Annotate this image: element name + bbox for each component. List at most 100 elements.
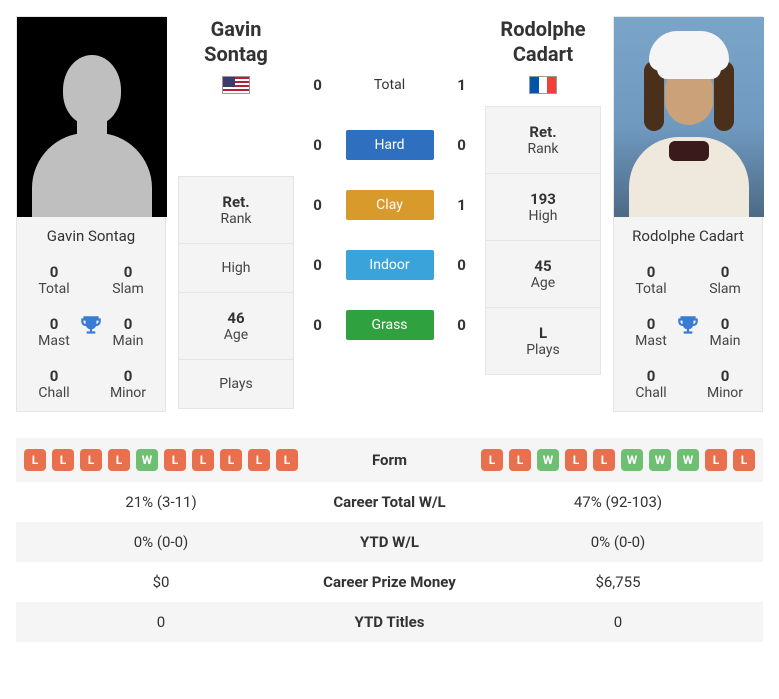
- p1-minor: 0Minor: [91, 359, 165, 411]
- form-loss-badge[interactable]: L: [108, 449, 130, 471]
- trophy-icon: [675, 313, 701, 339]
- p1-rank: Ret.Rank: [179, 177, 293, 243]
- form-loss-badge[interactable]: L: [192, 449, 214, 471]
- silhouette-placeholder: [32, 37, 152, 217]
- stats-p1-value: LLLLWLLLLL: [16, 438, 306, 482]
- h2h-row-grass: 0 Grass 0: [306, 310, 473, 340]
- p2-slam: 0Slam: [688, 255, 762, 307]
- stats-row: $0Career Prize Money$6,755: [16, 562, 763, 602]
- p1-slam: 0Slam: [91, 255, 165, 307]
- player2-photo-placeholder: [614, 17, 764, 217]
- h2h-p2-score: 0: [452, 316, 472, 334]
- player2-heading[interactable]: Rodolphe Cadart: [485, 16, 601, 68]
- stats-row: LLLLWLLLLLFormLLWLLWWWLL: [16, 438, 763, 482]
- stats-p2-value: 0% (0-0): [473, 522, 763, 562]
- p1-chall: 0Chall: [17, 359, 91, 411]
- stats-p2-value: 47% (92-103): [473, 482, 763, 522]
- surface-badge-hard[interactable]: Hard: [346, 130, 434, 160]
- p2-plays: LPlays: [486, 307, 600, 374]
- form-loss-badge[interactable]: L: [565, 449, 587, 471]
- player2-titles-grid: 0Total 0Slam 0Mast 0Main 0Chall 0Minor: [614, 255, 762, 411]
- stats-p1-value: $0: [16, 562, 306, 602]
- stats-label: YTD W/L: [306, 522, 473, 562]
- flag-fr-icon: [529, 76, 557, 94]
- player1-photo: [17, 17, 167, 217]
- surface-badge-clay[interactable]: Clay: [346, 190, 434, 220]
- player2-meta: Rodolphe Cadart Ret.Rank 193High 45Age L…: [485, 16, 601, 375]
- form-loss-badge[interactable]: L: [733, 449, 755, 471]
- stats-row: 0YTD Titles0: [16, 602, 763, 642]
- stats-p1-value: 0% (0-0): [16, 522, 306, 562]
- stats-label: Form: [306, 438, 473, 482]
- comparison-header: Gavin Sontag 0Total 0Slam 0Mast 0Main 0C…: [16, 16, 763, 412]
- form-loss-badge[interactable]: L: [248, 449, 270, 471]
- form-strip-p2: LLWLLWWWLL: [481, 449, 755, 471]
- h2h-row-clay: 0 Clay 1: [306, 190, 473, 220]
- form-loss-badge[interactable]: L: [509, 449, 531, 471]
- stats-p1-value: 21% (3-11): [16, 482, 306, 522]
- flag-us-icon: [222, 76, 250, 94]
- h2h-p2-score: 0: [452, 256, 472, 274]
- h2h-p1-score: 0: [308, 196, 328, 214]
- form-loss-badge[interactable]: L: [220, 449, 242, 471]
- player1-meta-stack: Ret.Rank High 46Age Plays: [178, 176, 294, 409]
- surface-badge-grass[interactable]: Grass: [346, 310, 434, 340]
- stats-row: 21% (3-11)Career Total W/L47% (92-103): [16, 482, 763, 522]
- p1-age: 46Age: [179, 292, 293, 359]
- stats-p2-value: 0: [473, 602, 763, 642]
- form-strip-p1: LLLLWLLLLL: [24, 449, 298, 471]
- stats-label: Career Prize Money: [306, 562, 473, 602]
- player2-name[interactable]: Rodolphe Cadart: [614, 217, 762, 255]
- p1-high: High: [179, 243, 293, 292]
- h2h-p1-score: 0: [308, 76, 328, 94]
- stats-p2-value: $6,755: [473, 562, 763, 602]
- stats-row: 0% (0-0)YTD W/L0% (0-0): [16, 522, 763, 562]
- player1-card: Gavin Sontag 0Total 0Slam 0Mast 0Main 0C…: [16, 16, 166, 412]
- p2-rank: Ret.Rank: [486, 107, 600, 173]
- form-win-badge[interactable]: W: [136, 449, 158, 471]
- form-win-badge[interactable]: W: [677, 449, 699, 471]
- form-win-badge[interactable]: W: [649, 449, 671, 471]
- form-win-badge[interactable]: W: [537, 449, 559, 471]
- p2-age: 45Age: [486, 240, 600, 307]
- player1-meta: Gavin Sontag Ret.Rank High 46Age Plays: [178, 16, 294, 409]
- h2h-p2-score: 0: [452, 136, 472, 154]
- form-loss-badge[interactable]: L: [164, 449, 186, 471]
- form-win-badge[interactable]: W: [621, 449, 643, 471]
- h2h-row-hard: 0 Hard 0: [306, 130, 473, 160]
- form-loss-badge[interactable]: L: [80, 449, 102, 471]
- h2h-row-indoor: 0 Indoor 0: [306, 250, 473, 280]
- h2h-p2-score: 1: [452, 196, 472, 214]
- stats-label: YTD Titles: [306, 602, 473, 642]
- player2-meta-stack: Ret.Rank 193High 45Age LPlays: [485, 106, 601, 375]
- player1-name[interactable]: Gavin Sontag: [17, 217, 165, 255]
- form-loss-badge[interactable]: L: [481, 449, 503, 471]
- form-loss-badge[interactable]: L: [24, 449, 46, 471]
- h2h-p1-score: 0: [308, 316, 328, 334]
- player2-card: Rodolphe Cadart 0Total 0Slam 0Mast 0Main…: [613, 16, 763, 412]
- player2-photo: [614, 17, 764, 217]
- form-loss-badge[interactable]: L: [52, 449, 74, 471]
- h2h-p2-score: 1: [452, 76, 472, 94]
- p2-total: 0Total: [614, 255, 688, 307]
- p2-high: 193High: [486, 173, 600, 240]
- form-loss-badge[interactable]: L: [276, 449, 298, 471]
- trophy-icon: [78, 313, 104, 339]
- player1-heading[interactable]: Gavin Sontag: [178, 16, 294, 68]
- comparison-stats-table: LLLLWLLLLLFormLLWLLWWWLL21% (3-11)Career…: [16, 438, 763, 642]
- h2h-p1-score: 0: [308, 256, 328, 274]
- form-loss-badge[interactable]: L: [705, 449, 727, 471]
- stats-p1-value: 0: [16, 602, 306, 642]
- h2h-p1-score: 0: [308, 136, 328, 154]
- p1-total: 0Total: [17, 255, 91, 307]
- h2h-surface-column: 0 Total 1 0 Hard 0 0 Clay 1 0 Indoor 0 0 Grass 0: [306, 16, 473, 340]
- surface-badge-indoor[interactable]: Indoor: [346, 250, 434, 280]
- form-loss-badge[interactable]: L: [593, 449, 615, 471]
- player1-titles-grid: 0Total 0Slam 0Mast 0Main 0Chall 0Minor: [17, 255, 165, 411]
- surface-badge-total: Total: [346, 70, 434, 100]
- h2h-row-total: 0 Total 1: [306, 70, 473, 100]
- p1-plays: Plays: [179, 359, 293, 408]
- p2-chall: 0Chall: [614, 359, 688, 411]
- stats-p2-value: LLWLLWWWLL: [473, 438, 763, 482]
- stats-label: Career Total W/L: [306, 482, 473, 522]
